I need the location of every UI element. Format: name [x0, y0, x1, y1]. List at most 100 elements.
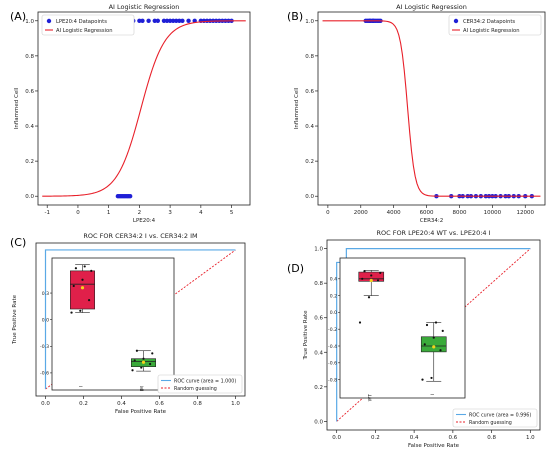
box-point — [79, 309, 82, 312]
y-tick-label: 1.0 — [314, 247, 323, 253]
box-point — [367, 296, 371, 299]
data-point — [152, 18, 157, 23]
chart-title: ROC FOR CER34:2 I vs. CER34:2 IM — [83, 232, 197, 240]
data-point — [146, 18, 151, 23]
y-axis-label: Inflammed Cell — [14, 87, 20, 129]
box-wt — [358, 270, 385, 324]
x-tick-label: 4 — [199, 210, 203, 216]
inset-y-tick-label: 0.0 — [42, 317, 49, 323]
y-tick-label: 0.4 — [314, 350, 323, 356]
panel-c: (C) ROC FOR CER34:2 I vs. CER34:2 IM0.0 0.… — [10, 232, 246, 415]
box-point — [376, 279, 380, 282]
box — [70, 270, 96, 310]
data-point — [137, 18, 142, 23]
panel-d: (D) ROC FOR LPE20:4 WT vs. LPE20:4 I 0.0 0.… — [287, 229, 541, 449]
inset-boxplot: 0.4 0.2 0.0 -0.2 -0.4 -0.6 -0.8 WT I — [328, 257, 466, 402]
legend-label: LPE20:4 Datapoints — [56, 19, 107, 25]
x-axis-label: False Positive Rate — [115, 409, 167, 415]
chart-title: AI Logistic Regression — [109, 3, 180, 11]
inset-category-label: WT — [367, 394, 373, 402]
box-point — [148, 362, 152, 366]
inset-y-tick-label: 0.2 — [330, 293, 337, 299]
x-tick-label: 4000 — [387, 210, 401, 216]
x-tick-label: 8000 — [452, 210, 466, 216]
box-point — [90, 269, 93, 272]
box-point — [423, 343, 426, 346]
y-tick-label: 0.6 — [305, 89, 314, 95]
mean-marker — [369, 278, 373, 283]
data-point — [177, 18, 182, 23]
box-point — [83, 265, 86, 268]
y-tick-label: 0.8 — [305, 54, 314, 60]
x-tick-label: 1.0 — [526, 435, 535, 441]
x-tick-label: -1 — [44, 210, 49, 216]
box-point — [131, 369, 134, 372]
x-tick-label: 0.0 — [41, 401, 50, 407]
data-point — [186, 18, 191, 23]
box-point — [358, 321, 362, 324]
y-tick-label: 0.6 — [314, 316, 323, 322]
box-point — [72, 284, 75, 288]
y-tick-label: 0.8 — [314, 281, 323, 287]
box-i — [420, 321, 447, 382]
data-point — [180, 18, 185, 23]
inset-category-label: IM — [140, 386, 146, 391]
x-tick-label: 5 — [230, 210, 234, 216]
box-point — [142, 357, 145, 360]
x-tick-label: 0.2 — [79, 401, 88, 407]
x-tick-label: 2000 — [354, 210, 368, 216]
box-point — [370, 274, 373, 277]
y-tick-label: 0.2 — [314, 385, 323, 391]
x-tick-label: 0 — [326, 210, 330, 216]
mean-marker — [432, 345, 436, 349]
inset-y-tick-label: -0.8 — [328, 377, 337, 383]
legend-box — [452, 408, 538, 428]
y-tick-label: 0.8 — [25, 54, 34, 60]
x-tick-label: 1.0 — [231, 401, 240, 407]
box-point — [81, 278, 84, 281]
data-point — [155, 18, 161, 23]
data-point — [192, 18, 197, 23]
panel-label: (D) — [287, 262, 304, 275]
y-axis-label: Inflammed Cell — [294, 87, 300, 129]
box-point — [430, 376, 433, 380]
panel-label: (B) — [287, 10, 303, 23]
x-tick-label: 10000 — [484, 210, 502, 216]
y-tick-label: 0.0 — [25, 194, 34, 200]
box-point — [439, 349, 442, 352]
inset-category-label: I — [430, 394, 436, 395]
inset-y-tick-label: -0.3 — [40, 344, 49, 350]
x-axis-label: LPE20:4 — [133, 218, 156, 224]
box-point — [135, 349, 139, 352]
legend-label: CER34:2 Datapoints — [463, 19, 515, 25]
box-point — [87, 299, 91, 302]
box-point — [133, 359, 136, 362]
box-point — [425, 323, 429, 327]
box-point — [441, 329, 444, 332]
y-tick-label: 0.2 — [305, 159, 314, 165]
y-tick-label: 0.2 — [25, 159, 34, 165]
inset-category-label: I — [79, 386, 85, 387]
inset-y-tick-label: 0.4 — [330, 277, 337, 283]
panel-b: (B) AI Logistic Regression 0 2000 4000 6000 80… — [287, 3, 546, 224]
legend-label: ROC curve (area = 1.000) — [174, 379, 236, 385]
y-tick-label: 0.4 — [305, 124, 314, 130]
box-point — [361, 277, 364, 280]
box-i — [70, 264, 96, 314]
x-axis-label: False Positive Rate — [408, 443, 460, 449]
data-point — [174, 18, 179, 23]
legend-box — [157, 374, 243, 394]
data-point — [167, 18, 173, 23]
inset-y-tick-label: -0.6 — [40, 371, 49, 377]
y-tick-label: 0.4 — [25, 124, 34, 130]
y-tick-label: 0.0 — [314, 419, 323, 425]
chart-title: ROC FOR LPE20:4 WT vs. LPE20:4 I — [376, 229, 490, 237]
inset-boxplot: 0.3 0.0 -0.3 -0.6 I IM — [40, 257, 175, 391]
inset-y-tick-label: -0.4 — [328, 344, 337, 350]
data-point — [127, 194, 133, 199]
inset-y-tick-label: -0.2 — [328, 327, 337, 333]
legend-marker — [453, 18, 459, 24]
plot-frame — [37, 11, 251, 206]
inset-y-tick-label: -0.6 — [328, 361, 337, 367]
y-axis-label: True Positive Rate — [303, 310, 309, 361]
